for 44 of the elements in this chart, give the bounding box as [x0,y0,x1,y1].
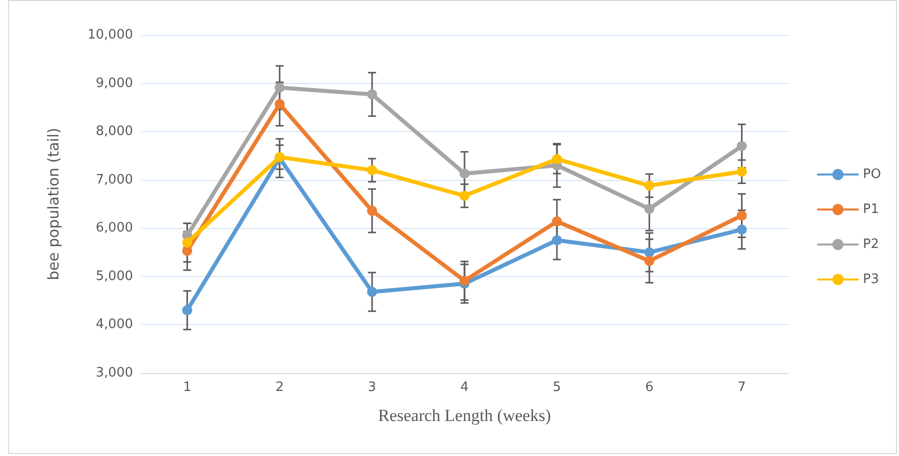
point [552,216,562,226]
point [182,246,192,256]
y-tick-label: 9,000 [96,76,133,91]
point [736,210,747,221]
x-tick-label: 1 [183,380,192,395]
point [274,99,285,110]
y-tick-label: 7,000 [96,172,133,188]
point [552,154,562,164]
y-tick-label: 8,000 [96,124,133,140]
x-axis-title: Research Length (weeks) [378,406,551,425]
x-tick-label: 7 [738,380,746,395]
point [367,206,378,216]
point [274,82,285,93]
point [644,180,654,191]
x-tick-label: 4 [460,380,469,395]
legend-label: P1 [862,202,880,217]
point [460,168,470,179]
point [552,235,562,246]
point [367,89,378,100]
point [736,224,747,235]
y-tick-label: 3,000 [96,366,133,380]
point [367,286,378,297]
y-tick-label: 10,000 [88,28,133,42]
legend-label: P3 [862,272,880,287]
y-tick-label: 5,000 [96,268,133,284]
y-tick-label: 6,000 [96,220,133,236]
legend-label: PO [862,167,882,182]
point [460,276,470,286]
point [736,141,747,152]
x-tick-label: 3 [368,380,376,395]
x-tick-label: 6 [645,380,654,395]
y-axis-title: bee population (tail) [44,128,62,280]
point [736,166,747,177]
point [367,165,378,176]
x-tick-label: 2 [276,380,284,395]
point [644,204,654,214]
point [460,190,470,201]
point [182,238,192,248]
point [644,247,654,258]
legend-label: P2 [862,237,880,252]
y-tick-label: 4,000 [96,317,133,332]
point [182,305,192,316]
x-tick-label: 5 [552,380,562,395]
point [644,256,654,266]
